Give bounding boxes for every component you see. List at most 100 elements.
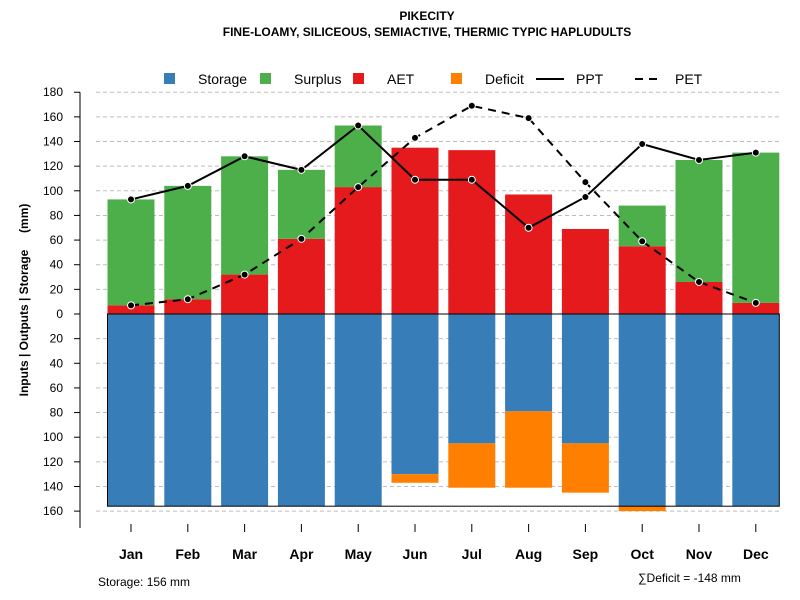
- aet-bar: [107, 305, 155, 314]
- y-tick-label: 40: [50, 258, 64, 272]
- pet-point: [127, 301, 135, 310]
- pet-point: [411, 133, 419, 142]
- ppt-point: [751, 148, 760, 157]
- storage-bar: [448, 314, 496, 444]
- x-tick-label: Mar: [232, 546, 257, 562]
- chart-subtitle: FINE-LOAMY, SILICEOUS, SEMIACTIVE, THERM…: [223, 25, 631, 39]
- ppt-point: [411, 175, 419, 184]
- pet-point: [183, 295, 192, 304]
- legend-label: Storage: [198, 71, 247, 87]
- ppt-point: [354, 121, 363, 130]
- storage-bar: [618, 314, 666, 507]
- pet-point: [751, 298, 760, 307]
- y-tick-label: 100: [43, 430, 63, 444]
- x-tick-label: Jan: [119, 546, 143, 562]
- x-tick-label: Sep: [573, 546, 599, 562]
- legend-item: PPT: [536, 71, 604, 87]
- legend-label: AET: [387, 71, 415, 87]
- storage-bar: [561, 314, 609, 444]
- aet-bar: [618, 246, 666, 314]
- ppt-point: [524, 223, 533, 232]
- storage-bar: [277, 314, 325, 507]
- pet-point: [467, 101, 476, 110]
- y-tick-label: 100: [43, 184, 63, 198]
- aet-bar: [505, 194, 553, 314]
- pet-point: [297, 234, 306, 243]
- pet-point: [240, 270, 249, 279]
- aet-bar: [164, 299, 212, 314]
- aet-bar: [675, 281, 723, 314]
- pet-point: [638, 237, 647, 246]
- ppt-line: [130, 124, 756, 229]
- ppt-point: [183, 181, 192, 190]
- series-lines: [127, 101, 760, 310]
- legend-item: Storage: [164, 71, 247, 87]
- deficit-bar: [561, 443, 609, 493]
- surplus-bar: [334, 125, 382, 188]
- surplus-bar: [221, 156, 269, 275]
- y-tick-label: 160: [43, 110, 63, 124]
- legend-item: PET: [635, 71, 703, 87]
- y-tick-label: 140: [43, 479, 63, 493]
- y-tick-label: 180: [43, 85, 63, 99]
- y-tick-label: 160: [43, 504, 63, 518]
- storage-bar: [505, 314, 553, 412]
- y-axis: 180 160 140 120 100 80 60 40 20 0 20 40 60 80 100 120 14…: [43, 85, 81, 528]
- ppt-point: [695, 156, 703, 164]
- legend-label: Surplus: [294, 71, 341, 87]
- bars: [107, 125, 780, 512]
- x-tick-label: Apr: [289, 546, 314, 562]
- x-tick-label: Feb: [175, 546, 200, 562]
- y-tick-label: 80: [50, 208, 64, 222]
- legend-label: PPT: [576, 71, 604, 87]
- ppt-point: [127, 195, 135, 204]
- surplus-bar: [675, 160, 723, 282]
- deficit-bar: [448, 443, 496, 488]
- deficit-note: ∑Deficit = -148 mm: [638, 571, 741, 585]
- y-tick-label: 20: [50, 332, 64, 346]
- x-tick-label: Dec: [743, 546, 769, 562]
- x-tick-label: Oct: [631, 546, 655, 562]
- storage-capacity-outline: [107, 313, 780, 507]
- y-tick-label: 40: [50, 356, 64, 370]
- surplus-bar: [732, 152, 780, 303]
- legend-label: Deficit: [485, 71, 524, 87]
- legend-swatch: [164, 73, 175, 84]
- aet-bar: [221, 274, 269, 314]
- y-tick-label: 60: [50, 233, 64, 247]
- y-tick-label: 120: [43, 455, 63, 469]
- storage-bar: [164, 314, 212, 507]
- x-tick-label: Jul: [462, 546, 482, 562]
- y-tick-label: 80: [50, 406, 64, 420]
- y-tick-label: 20: [50, 282, 64, 296]
- aet-bar: [334, 187, 382, 314]
- y-tick-label: 0: [56, 307, 63, 321]
- pet-point: [581, 178, 590, 187]
- deficit-bar: [391, 474, 439, 483]
- aet-bar: [277, 238, 325, 314]
- y-tick-label: 120: [43, 159, 63, 173]
- legend: Storage Surplus AET Deficit PPT PET: [164, 71, 703, 87]
- storage-bar: [107, 314, 155, 507]
- legend-item: AET: [353, 71, 415, 87]
- pet-point: [354, 183, 363, 192]
- legend-item: Surplus: [260, 71, 341, 87]
- deficit-bar: [505, 411, 553, 488]
- storage-note: Storage: 156 mm: [98, 575, 190, 589]
- deficit-bar: [618, 506, 666, 512]
- x-tick-label: Jun: [403, 546, 428, 562]
- storage-bar: [334, 314, 382, 507]
- pet-line: [130, 104, 757, 307]
- storage-bar: [675, 314, 723, 507]
- pet-point: [695, 277, 703, 286]
- surplus-bar: [164, 185, 212, 300]
- ppt-point: [240, 152, 249, 161]
- legend-swatch: [260, 73, 271, 84]
- y-axis-label: Inputs | Outputs | Storage (mm): [17, 204, 31, 397]
- ppt-point: [581, 192, 590, 201]
- storage-bar: [221, 314, 269, 507]
- aet-bar: [391, 147, 439, 314]
- legend-swatch: [451, 73, 462, 84]
- legend-swatch: [353, 73, 364, 84]
